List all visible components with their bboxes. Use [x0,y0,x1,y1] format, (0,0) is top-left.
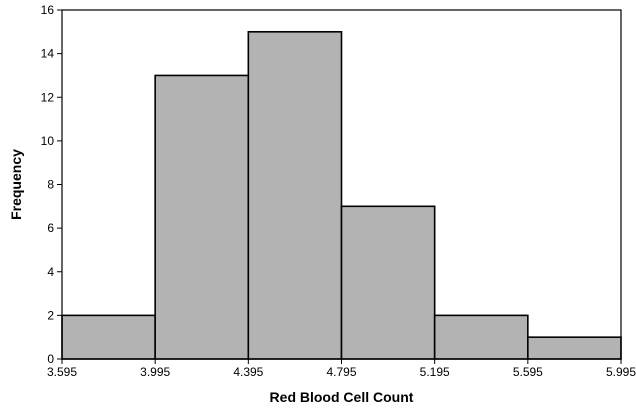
y-axis-title: Frequency [8,149,24,220]
y-axis: 0 2 4 6 8 10 12 14 16 [41,3,62,366]
x-tick-label: 5.195 [420,365,450,379]
y-tick-label: 12 [41,90,55,104]
x-tick-label: 4.395 [233,365,263,379]
y-tick-label: 6 [47,221,54,235]
x-axis-title: Red Blood Cell Count [270,389,414,405]
histogram-bar-5 [527,336,622,360]
histogram-bar-4 [433,314,529,360]
histogram-bar-3 [340,205,436,360]
histogram-bar-1 [154,74,250,360]
bars-layer [61,31,622,360]
histogram-bar-0 [61,314,156,360]
x-tick-label: 3.995 [140,365,170,379]
y-tick-label: 10 [41,134,55,148]
y-tick-label: 16 [41,3,55,17]
x-tick-label: 5.595 [513,365,543,379]
y-tick-label: 2 [47,308,54,322]
histogram-bar-2 [247,31,343,360]
y-tick-label: 0 [47,352,54,366]
x-tick-label: 3.595 [47,365,77,379]
y-tick-label: 8 [47,178,54,192]
x-tick-label: 4.795 [326,365,356,379]
y-tick-label: 4 [47,265,54,279]
x-axis: 3.595 3.995 4.395 4.795 5.195 5.595 5.995 [47,359,636,379]
y-tick-label: 14 [41,47,55,61]
x-tick-label: 5.995 [606,365,636,379]
